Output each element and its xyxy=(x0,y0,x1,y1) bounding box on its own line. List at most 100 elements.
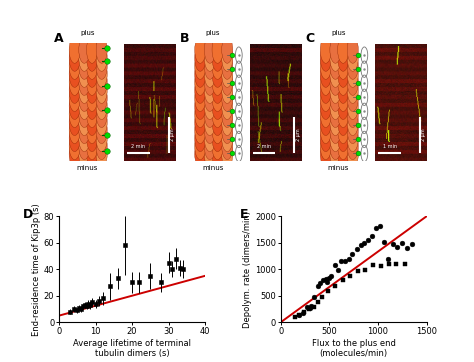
Point xyxy=(310,294,318,300)
Point xyxy=(341,258,349,264)
Circle shape xyxy=(96,76,107,104)
Circle shape xyxy=(330,101,341,127)
Circle shape xyxy=(330,68,341,95)
Circle shape xyxy=(222,52,233,79)
Point xyxy=(295,312,303,318)
Text: 2 min: 2 min xyxy=(131,144,146,149)
Point xyxy=(399,240,406,246)
Circle shape xyxy=(79,36,90,63)
Circle shape xyxy=(320,117,331,144)
Circle shape xyxy=(96,84,107,111)
Circle shape xyxy=(79,132,90,160)
Circle shape xyxy=(330,60,341,87)
Circle shape xyxy=(337,84,349,111)
Circle shape xyxy=(204,141,215,168)
Circle shape xyxy=(337,101,349,127)
Text: minus: minus xyxy=(328,165,349,171)
Circle shape xyxy=(69,141,80,168)
Circle shape xyxy=(222,36,233,63)
Point xyxy=(316,280,323,286)
Circle shape xyxy=(79,141,90,168)
Circle shape xyxy=(79,68,90,95)
Circle shape xyxy=(195,76,206,104)
Circle shape xyxy=(195,101,206,127)
Circle shape xyxy=(222,68,233,95)
Circle shape xyxy=(69,132,80,160)
Circle shape xyxy=(86,117,98,144)
Circle shape xyxy=(222,60,233,87)
Circle shape xyxy=(320,52,331,79)
Circle shape xyxy=(337,132,349,160)
Circle shape xyxy=(337,125,349,152)
Circle shape xyxy=(222,141,233,168)
Point xyxy=(324,279,331,285)
Circle shape xyxy=(79,117,90,144)
Circle shape xyxy=(212,45,223,71)
Circle shape xyxy=(204,132,215,160)
Point xyxy=(310,304,318,310)
Circle shape xyxy=(204,52,215,79)
Text: 1 min: 1 min xyxy=(383,144,397,149)
Point xyxy=(408,241,416,247)
Circle shape xyxy=(320,68,331,95)
Circle shape xyxy=(337,36,349,63)
Text: C: C xyxy=(305,32,314,45)
Circle shape xyxy=(212,84,223,111)
Circle shape xyxy=(222,101,233,127)
Text: 2 μm: 2 μm xyxy=(421,129,427,141)
Text: plus: plus xyxy=(331,30,346,37)
Circle shape xyxy=(96,101,107,127)
Point xyxy=(326,275,333,281)
Circle shape xyxy=(195,141,206,168)
Circle shape xyxy=(330,132,341,160)
Circle shape xyxy=(86,93,98,119)
Circle shape xyxy=(347,84,358,111)
Circle shape xyxy=(69,101,80,127)
Circle shape xyxy=(330,76,341,104)
Point xyxy=(305,307,313,312)
Circle shape xyxy=(195,125,206,152)
Point xyxy=(361,240,368,246)
Circle shape xyxy=(96,68,107,95)
Circle shape xyxy=(320,109,331,135)
Point xyxy=(314,299,321,305)
Circle shape xyxy=(96,45,107,71)
Circle shape xyxy=(222,117,233,144)
Circle shape xyxy=(69,109,80,135)
Circle shape xyxy=(330,84,341,111)
Point xyxy=(331,262,339,268)
Text: 2 μm: 2 μm xyxy=(170,129,175,141)
Point xyxy=(346,273,354,278)
Point xyxy=(372,225,380,231)
Circle shape xyxy=(79,84,90,111)
Point xyxy=(307,303,315,309)
Circle shape xyxy=(320,36,331,63)
Circle shape xyxy=(195,52,206,79)
Point xyxy=(354,268,361,274)
Circle shape xyxy=(79,60,90,87)
Circle shape xyxy=(204,109,215,135)
Circle shape xyxy=(195,93,206,119)
Circle shape xyxy=(96,109,107,135)
Circle shape xyxy=(79,109,90,135)
Circle shape xyxy=(69,36,80,63)
Circle shape xyxy=(330,93,341,119)
Circle shape xyxy=(212,36,223,63)
Circle shape xyxy=(96,141,107,168)
Circle shape xyxy=(195,45,206,71)
Point xyxy=(314,283,321,289)
Text: minus: minus xyxy=(77,165,98,171)
Circle shape xyxy=(222,84,233,111)
Point xyxy=(362,267,369,273)
Circle shape xyxy=(69,52,80,79)
Circle shape xyxy=(337,141,349,168)
Circle shape xyxy=(212,117,223,144)
Circle shape xyxy=(204,93,215,119)
Point xyxy=(300,310,307,316)
Point xyxy=(385,261,392,267)
Point xyxy=(339,277,347,283)
Circle shape xyxy=(204,60,215,87)
Point xyxy=(295,312,303,318)
Circle shape xyxy=(86,109,98,135)
Text: plus: plus xyxy=(80,30,95,37)
